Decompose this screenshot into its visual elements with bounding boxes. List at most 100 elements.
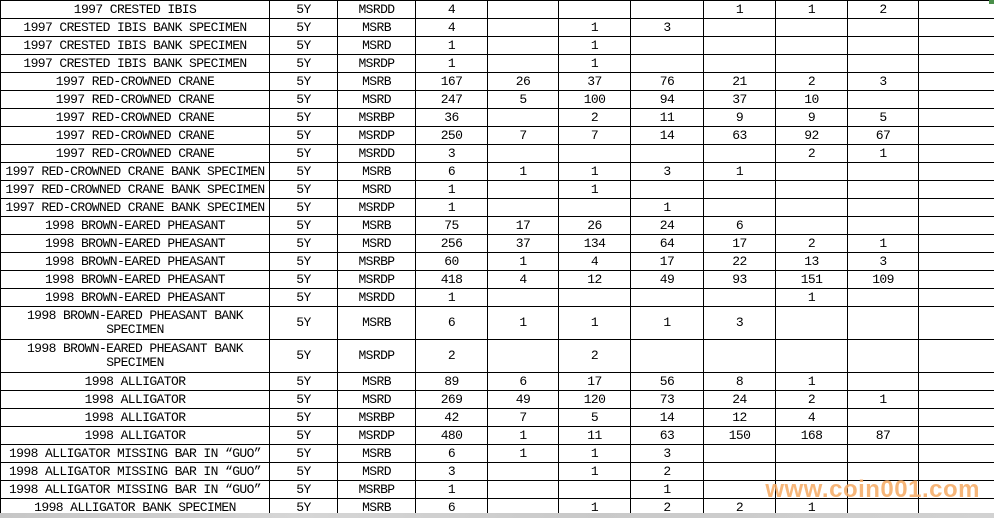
cell-value-3[interactable]: 7: [558, 126, 631, 145]
cell-value-1[interactable]: 6: [415, 444, 488, 463]
cell-denomination[interactable]: 5Y: [269, 54, 338, 73]
cell-value-2[interactable]: 1: [487, 162, 559, 181]
cell-value-2[interactable]: [487, 180, 559, 199]
cell-value-1[interactable]: 1: [415, 54, 488, 73]
cell-value-3[interactable]: 120: [558, 390, 631, 409]
cell-value-2[interactable]: [487, 18, 559, 37]
cell-value-6[interactable]: [775, 18, 848, 37]
cell-value-2[interactable]: 7: [487, 408, 559, 427]
cell-value-3[interactable]: [558, 288, 631, 307]
cell-value-2[interactable]: 37: [487, 234, 559, 253]
cell-value-7[interactable]: 1: [847, 234, 919, 253]
cell-value-8[interactable]: [918, 480, 994, 499]
cell-value-6[interactable]: 9: [775, 108, 848, 127]
cell-grade[interactable]: MSRB: [337, 162, 416, 181]
cell-grade[interactable]: MSRB: [337, 72, 416, 91]
cell-value-1[interactable]: 250: [415, 126, 488, 145]
cell-value-7[interactable]: 5: [847, 108, 919, 127]
cell-value-2[interactable]: 4: [487, 270, 559, 289]
cell-value-4[interactable]: 3: [630, 444, 704, 463]
cell-grade[interactable]: MSRDP: [337, 426, 416, 445]
cell-name[interactable]: 1998 BROWN-EARED PHEASANT: [0, 288, 270, 307]
cell-value-1[interactable]: 3: [415, 144, 488, 163]
cell-denomination[interactable]: 5Y: [269, 126, 338, 145]
cell-value-4[interactable]: 17: [630, 252, 704, 271]
cell-grade[interactable]: MSRD: [337, 90, 416, 109]
cell-grade[interactable]: MSRD: [337, 390, 416, 409]
cell-value-4[interactable]: 14: [630, 408, 704, 427]
cell-value-6[interactable]: 1: [775, 0, 848, 19]
cell-value-4[interactable]: 14: [630, 126, 704, 145]
cell-value-7[interactable]: [847, 408, 919, 427]
cell-denomination[interactable]: 5Y: [269, 306, 338, 340]
cell-grade[interactable]: MSRDP: [337, 126, 416, 145]
cell-value-2[interactable]: [487, 54, 559, 73]
cell-value-4[interactable]: 56: [630, 372, 704, 391]
cell-value-6[interactable]: 2: [775, 72, 848, 91]
cell-value-7[interactable]: [847, 90, 919, 109]
cell-value-2[interactable]: 26: [487, 72, 559, 91]
cell-denomination[interactable]: 5Y: [269, 36, 338, 55]
cell-value-1[interactable]: 247: [415, 90, 488, 109]
cell-value-6[interactable]: 2: [775, 234, 848, 253]
cell-value-8[interactable]: [918, 108, 994, 127]
cell-value-2[interactable]: [487, 480, 559, 499]
cell-value-5[interactable]: 6: [703, 216, 776, 235]
cell-value-8[interactable]: [918, 36, 994, 55]
cell-value-3[interactable]: [558, 198, 631, 217]
cell-value-5[interactable]: 8: [703, 372, 776, 391]
cell-value-4[interactable]: 3: [630, 162, 704, 181]
cell-denomination[interactable]: 5Y: [269, 462, 338, 481]
cell-value-2[interactable]: 7: [487, 126, 559, 145]
cell-denomination[interactable]: 5Y: [269, 162, 338, 181]
cell-value-2[interactable]: [487, 288, 559, 307]
cell-value-7[interactable]: [847, 462, 919, 481]
cell-denomination[interactable]: 5Y: [269, 408, 338, 427]
cell-value-4[interactable]: 11: [630, 108, 704, 127]
cell-value-2[interactable]: 6: [487, 372, 559, 391]
cell-value-7[interactable]: 87: [847, 426, 919, 445]
cell-value-5[interactable]: [703, 18, 776, 37]
cell-grade[interactable]: MSRD: [337, 180, 416, 199]
cell-grade[interactable]: MSRBP: [337, 108, 416, 127]
cell-value-7[interactable]: [847, 444, 919, 463]
cell-value-4[interactable]: [630, 288, 704, 307]
cell-name[interactable]: 1998 BROWN-EARED PHEASANT: [0, 270, 270, 289]
cell-value-8[interactable]: [918, 72, 994, 91]
cell-value-3[interactable]: 37: [558, 72, 631, 91]
cell-value-7[interactable]: [847, 216, 919, 235]
cell-value-6[interactable]: 2: [775, 390, 848, 409]
cell-value-2[interactable]: [487, 0, 559, 19]
cell-value-3[interactable]: 11: [558, 426, 631, 445]
cell-value-8[interactable]: [918, 90, 994, 109]
cell-value-4[interactable]: [630, 180, 704, 199]
cell-denomination[interactable]: 5Y: [269, 90, 338, 109]
cell-value-6[interactable]: [775, 480, 848, 499]
cell-denomination[interactable]: 5Y: [269, 18, 338, 37]
cell-value-5[interactable]: [703, 462, 776, 481]
cell-value-5[interactable]: [703, 144, 776, 163]
cell-value-5[interactable]: 12: [703, 408, 776, 427]
cell-value-8[interactable]: [918, 462, 994, 481]
cell-value-4[interactable]: 73: [630, 390, 704, 409]
cell-name[interactable]: 1997 RED-CROWNED CRANE BANK SPECIMEN: [0, 198, 270, 217]
cell-value-1[interactable]: 256: [415, 234, 488, 253]
cell-grade[interactable]: MSRDP: [337, 339, 416, 373]
cell-value-5[interactable]: 37: [703, 90, 776, 109]
cell-name[interactable]: 1997 RED-CROWNED CRANE: [0, 108, 270, 127]
cell-denomination[interactable]: 5Y: [269, 234, 338, 253]
cell-value-1[interactable]: 1: [415, 198, 488, 217]
cell-value-2[interactable]: [487, 36, 559, 55]
cell-value-8[interactable]: [918, 144, 994, 163]
cell-name[interactable]: 1998 ALLIGATOR MISSING BAR IN “GUO”: [0, 480, 270, 499]
cell-name[interactable]: 1998 ALLIGATOR MISSING BAR IN “GUO”: [0, 462, 270, 481]
cell-name[interactable]: 1997 RED-CROWNED CRANE BANK SPECIMEN: [0, 180, 270, 199]
cell-value-2[interactable]: 1: [487, 252, 559, 271]
cell-denomination[interactable]: 5Y: [269, 0, 338, 19]
cell-name[interactable]: 1997 RED-CROWNED CRANE: [0, 126, 270, 145]
cell-value-1[interactable]: 3: [415, 462, 488, 481]
cell-value-7[interactable]: [847, 54, 919, 73]
cell-denomination[interactable]: 5Y: [269, 426, 338, 445]
cell-value-5[interactable]: 150: [703, 426, 776, 445]
cell-value-4[interactable]: [630, 36, 704, 55]
